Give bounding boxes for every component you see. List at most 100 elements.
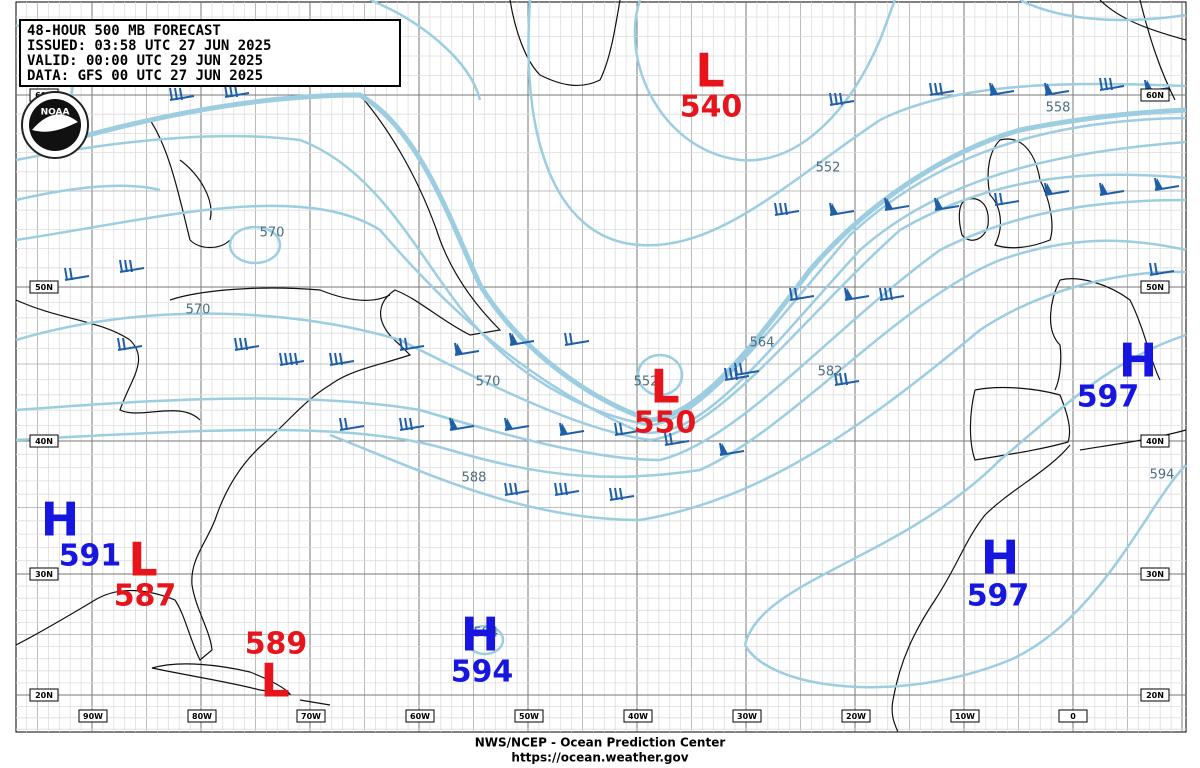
center-symbol: L: [260, 654, 289, 708]
graticule-label: 50N: [35, 283, 53, 292]
barb-feather: [929, 82, 933, 96]
center-symbol: L: [650, 360, 679, 414]
coastline: [149, 119, 231, 249]
header-line: ISSUED: 03:58 UTC 27 JUN 2025: [27, 38, 271, 54]
coastline: [958, 198, 989, 241]
graticule-label: 40N: [35, 437, 53, 446]
barb-flag: [1100, 183, 1108, 195]
barb-flag: [830, 203, 838, 215]
coastline: [15, 287, 391, 421]
barb-feather: [994, 192, 998, 206]
barb-feather: [829, 92, 833, 106]
barb-flag: [1045, 83, 1053, 95]
contour-label: 564: [750, 336, 775, 351]
center-value: 587: [114, 579, 177, 614]
footer-agency: NWS/NCEP - Ocean Prediction Center: [475, 736, 726, 750]
center-symbol: L: [695, 44, 724, 98]
barb-feather: [404, 417, 408, 431]
center-symbol: H: [461, 608, 500, 662]
barb-shaft: [399, 345, 425, 351]
height-contour: [15, 173, 1187, 442]
height-contour: [329, 270, 1187, 522]
label-box: [29, 567, 59, 581]
barb-feather: [559, 482, 563, 496]
barb-feather: [169, 87, 173, 101]
barb-feather: [294, 352, 298, 366]
center-value: 594: [451, 655, 514, 690]
coastline: [987, 138, 1053, 249]
barb-flag: [885, 198, 893, 210]
graticule-label: 50N: [1146, 283, 1164, 292]
barb-feather: [239, 337, 243, 351]
jet-axis: [69, 92, 1187, 423]
header-line: VALID: 00:00 UTC 29 JUN 2025: [27, 53, 263, 69]
center-value: 540: [680, 90, 743, 125]
barb-feather: [879, 287, 883, 301]
barb-shaft: [614, 430, 640, 436]
barb-feather: [839, 92, 843, 106]
barb-feather: [179, 87, 183, 101]
barb-feather: [1149, 262, 1153, 276]
barb-feather: [554, 482, 558, 496]
barb-feather: [1104, 77, 1108, 91]
barb-flag: [450, 418, 458, 430]
barb-feather: [844, 372, 848, 386]
barb-flag: [1155, 178, 1163, 190]
contour-labels: 570 570 570 552 552 558 564 582 588 594 …: [186, 101, 1175, 641]
label-box: [1140, 434, 1170, 448]
label-box: [187, 709, 217, 723]
graticule-label: 20N: [1146, 691, 1164, 700]
barb-feather: [834, 92, 838, 106]
coastline: [1049, 278, 1161, 391]
center-value: 589: [245, 627, 308, 662]
barb-feather: [619, 487, 623, 501]
header-box: 48-HOUR 500 MB FORECAST ISSUED: 03:58 UT…: [19, 19, 401, 87]
barb-feather: [834, 372, 838, 386]
label-box: [623, 709, 653, 723]
barb-feather: [884, 287, 888, 301]
barb-feather: [279, 352, 283, 366]
barb-feather: [244, 337, 248, 351]
coastline: [509, 0, 621, 86]
graticule-label: 20N: [35, 691, 53, 700]
label-box: [1058, 709, 1088, 723]
barb-shaft: [564, 340, 590, 346]
height-contour: [15, 239, 1187, 479]
barb-feather: [129, 259, 133, 273]
barb-feather: [117, 337, 121, 351]
barb-flag: [990, 83, 998, 95]
graticule-label: 30N: [1146, 570, 1164, 579]
barb-feather: [839, 372, 843, 386]
header-line: DATA: GFS 00 UTC 27 JUN 2025: [27, 68, 263, 84]
label-box: [514, 709, 544, 723]
center-value: 597: [1077, 380, 1140, 415]
barb-feather: [1154, 262, 1158, 276]
graticule-label: 40N: [1146, 437, 1164, 446]
barb-feather: [289, 352, 293, 366]
barb-feather: [794, 287, 798, 301]
contour-label: 570: [476, 375, 501, 390]
barb-flag: [1045, 183, 1053, 195]
barb-flag: [455, 343, 463, 355]
pressure-centers: L 540 L 550 H 591 L 587 L 589 H 594 H 59…: [41, 44, 1158, 708]
graticule-label: 60W: [410, 712, 430, 721]
barb-shaft: [1149, 270, 1175, 276]
barb-feather: [939, 82, 943, 96]
barb-feather: [64, 267, 68, 281]
center-value: 597: [967, 579, 1030, 614]
center-symbol: H: [41, 493, 80, 547]
contour-label: 570: [186, 303, 211, 318]
height-contour: [465, 624, 505, 656]
graticule-label: 50W: [519, 712, 539, 721]
barb-feather: [779, 202, 783, 216]
barb-shaft: [789, 295, 815, 301]
barb-feather: [339, 352, 343, 366]
graticule-label: 90W: [83, 712, 103, 721]
label-box: [405, 709, 435, 723]
logo-text: NOAA: [41, 108, 70, 118]
barb-feather: [669, 432, 673, 446]
label-box: [1140, 688, 1170, 702]
barb-feather: [69, 267, 73, 281]
